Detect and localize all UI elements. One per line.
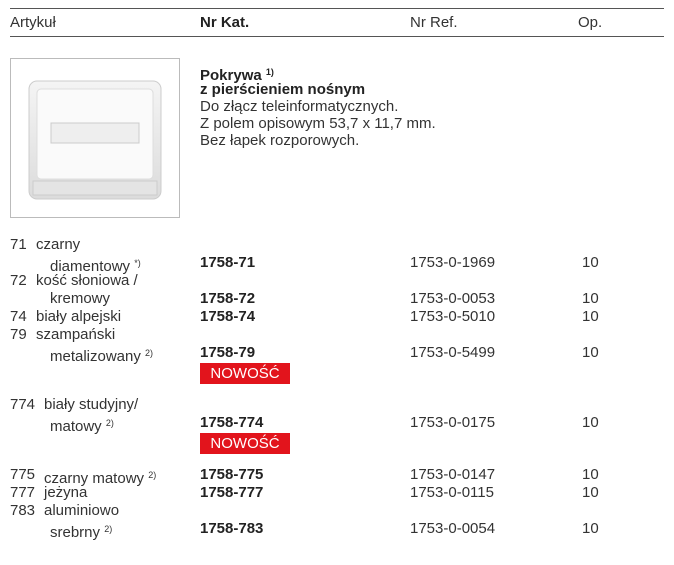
pack-quantity: 10 [582, 308, 599, 325]
column-header: Op. [578, 14, 603, 31]
catalog-number: 1758-71 [200, 254, 256, 271]
item-number: 774 [10, 396, 36, 413]
item-name: kość słoniowa / [36, 272, 138, 289]
product-image [10, 58, 180, 218]
pack-quantity: 10 [582, 414, 599, 431]
product-title: Pokrywa 1) [200, 67, 274, 84]
item-name: diamentowy *) [50, 258, 141, 275]
pack-quantity: 10 [582, 466, 599, 483]
catalog-number: 1758-774 [200, 414, 264, 431]
reference-number: 1753-0-1969 [410, 254, 496, 271]
column-header: Nr Ref. [410, 14, 458, 31]
footnote-mark: 2) [145, 348, 154, 358]
new-badge: NOWOŚĆ [200, 363, 290, 384]
top-rule [10, 8, 664, 9]
catalog-number: 1758-775 [200, 466, 264, 483]
item-name: kremowy [50, 290, 111, 307]
catalog-number: 1758-79 [200, 344, 256, 361]
column-header: Nr Kat. [200, 14, 250, 31]
item-number: 79 [10, 326, 27, 343]
item-name: jeżyna [44, 484, 88, 501]
catalog-number: 1758-777 [200, 484, 264, 501]
pack-quantity: 10 [582, 344, 599, 361]
item-name: czarny matowy 2) [44, 470, 157, 487]
pack-quantity: 10 [582, 484, 599, 501]
product-illustration [28, 80, 162, 200]
footnote-mark: *) [134, 258, 141, 268]
product-description: Bez łapek rozporowych. [200, 132, 360, 149]
item-name: aluminiowo [44, 502, 120, 519]
item-name: biały alpejski [36, 308, 122, 325]
item-number: 775 [10, 466, 36, 483]
item-number: 71 [10, 236, 27, 253]
pack-quantity: 10 [582, 520, 599, 537]
catalog-number: 1758-72 [200, 290, 256, 307]
reference-number: 1753-0-0147 [410, 466, 496, 483]
pack-quantity: 10 [582, 254, 599, 271]
item-name: srebrny 2) [50, 524, 113, 541]
product-description: Do złącz teleinformatycznych. [200, 98, 399, 115]
catalog-number: 1758-783 [200, 520, 264, 537]
item-name: czarny [36, 236, 81, 253]
item-name: metalizowany 2) [50, 348, 154, 365]
column-header: Artykuł [10, 14, 56, 31]
item-name: szampański [36, 326, 116, 343]
footnote-mark: 2) [148, 470, 157, 480]
product-subtitle: z pierścieniem nośnym [200, 81, 366, 98]
header-rule [10, 36, 664, 37]
new-badge: NOWOŚĆ [200, 433, 290, 454]
item-number: 783 [10, 502, 36, 519]
pack-quantity: 10 [582, 290, 599, 307]
footnote-mark: 1) [265, 67, 274, 77]
catalog-number: 1758-74 [200, 308, 256, 325]
item-number: 777 [10, 484, 36, 501]
reference-number: 1753-0-0054 [410, 520, 496, 537]
footnote-mark: 2) [104, 524, 113, 534]
item-name: biały studyjny/ [44, 396, 139, 413]
reference-number: 1753-0-0053 [410, 290, 496, 307]
reference-number: 1753-0-0175 [410, 414, 496, 431]
item-number: 74 [10, 308, 27, 325]
product-description: Z polem opisowym 53,7 x 11,7 mm. [200, 115, 436, 132]
item-number: 72 [10, 272, 27, 289]
item-name: matowy 2) [50, 418, 114, 435]
footnote-mark: 2) [105, 418, 114, 428]
reference-number: 1753-0-5499 [410, 344, 496, 361]
reference-number: 1753-0-5010 [410, 308, 496, 325]
reference-number: 1753-0-0115 [410, 484, 494, 501]
